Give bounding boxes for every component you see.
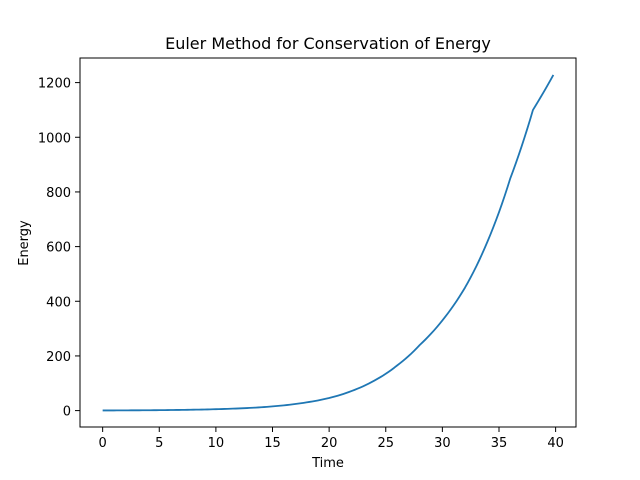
x-tick-label: 10 xyxy=(208,436,225,451)
axes-frame xyxy=(79,57,577,428)
x-tick-label: 15 xyxy=(264,436,281,451)
y-tick-label: 800 xyxy=(46,186,71,201)
y-tick-label: 200 xyxy=(46,350,71,365)
x-axis: 0 5 10 15 20 25 30 35 40 xyxy=(99,427,564,451)
y-tick-label: 1200 xyxy=(38,77,71,92)
y-tick-label: 0 xyxy=(63,405,71,420)
y-tick-label: 600 xyxy=(46,241,71,256)
y-tick-label: 1000 xyxy=(38,131,71,146)
plot-area: 0 5 10 15 20 25 30 35 40 0 200 400 600 800 1000 1200 xyxy=(38,57,577,451)
y-axis-label: Energy xyxy=(17,220,32,266)
x-tick-label: 20 xyxy=(321,436,338,451)
x-tick-label: 40 xyxy=(547,436,564,451)
series-line xyxy=(102,74,555,412)
y-axis: 0 200 400 600 800 1000 1200 xyxy=(38,77,80,420)
x-tick-label: 35 xyxy=(491,436,508,451)
x-tick-label: 25 xyxy=(377,436,394,451)
x-tick-label: 0 xyxy=(99,436,107,451)
x-tick-label: 30 xyxy=(434,436,451,451)
x-tick-label: 5 xyxy=(155,436,163,451)
y-tick-label: 400 xyxy=(46,295,71,310)
x-axis-label: Time xyxy=(311,456,344,471)
chart-title: Euler Method for Conservation of Energy xyxy=(165,34,491,53)
